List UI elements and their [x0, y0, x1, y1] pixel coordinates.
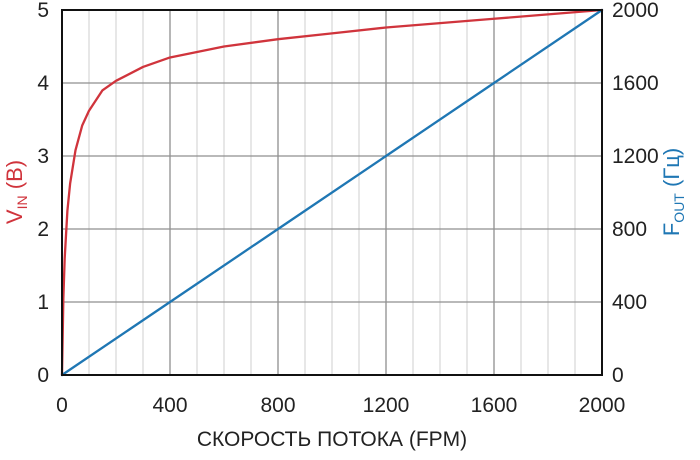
y-left-axis-label-sub: IN: [14, 195, 30, 209]
series-layer: [60, 8, 604, 377]
series-line-fout: [60, 8, 604, 377]
y-left-tick-label: 5: [37, 0, 49, 22]
x-tick-label: 400: [152, 394, 187, 417]
y-left-axis-label-main: V: [2, 209, 27, 224]
y-left-axis-label-unit: (В): [2, 160, 27, 195]
y-right-tick-label: 1200: [612, 145, 659, 168]
x-axis-label: СКОРОСТЬ ПОТОКА (FPM): [197, 428, 467, 451]
y-right-tick-label: 800: [612, 218, 647, 241]
plot-frame: [61, 9, 603, 376]
y-right-axis-label-main: F: [659, 223, 684, 236]
y-right-axis-label-sub: OUT: [671, 193, 687, 223]
x-tick-label: 800: [260, 394, 295, 417]
major-gridlines: [62, 10, 602, 375]
y-left-tick-label: 3: [37, 145, 49, 168]
y-left-tick-label: 4: [37, 72, 49, 95]
y-right-axis-label: FOUT (Гц): [659, 148, 687, 236]
x-tick-label: 2000: [579, 394, 626, 417]
y-right-tick-label: 2000: [612, 0, 659, 22]
x-tick-label: 1600: [471, 394, 518, 417]
tick-labels: 0 400 800 1200 1600 2000 0 1 2 3 4 5 0 400 800 1200 1600…: [37, 0, 658, 417]
y-right-tick-label: 400: [612, 291, 647, 314]
y-left-tick-label: 2: [37, 218, 49, 241]
series-line-vin: [60, 8, 604, 377]
y-right-axis-label-unit: (Гц): [659, 148, 684, 193]
y-left-tick-label: 1: [37, 291, 49, 314]
y-right-tick-label: 1600: [612, 72, 659, 95]
x-tick-label: 0: [56, 394, 68, 417]
y-left-tick-label: 0: [37, 364, 49, 387]
y-right-tick-label: 0: [612, 364, 624, 387]
y-left-axis-label: VIN (В): [2, 160, 30, 224]
x-tick-label: 1200: [363, 394, 410, 417]
